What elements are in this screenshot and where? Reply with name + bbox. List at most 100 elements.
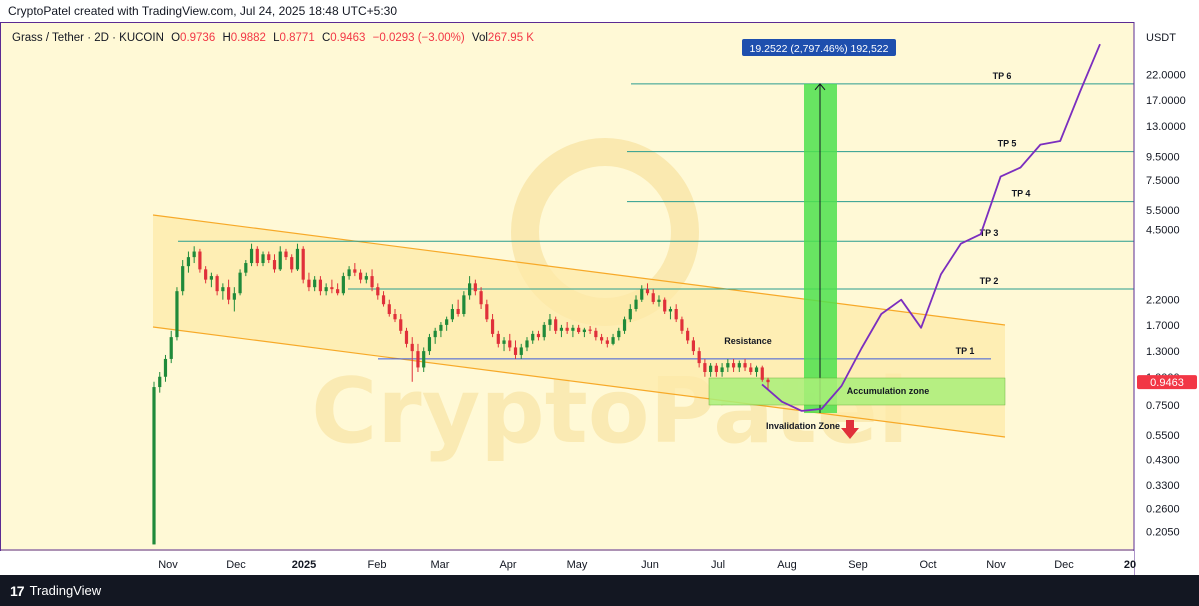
candle-body — [404, 330, 409, 344]
y-tick-label: 0.2600 — [1146, 503, 1180, 515]
x-tick-label: Jul — [711, 559, 725, 571]
candle-body — [720, 367, 724, 372]
x-tick-label: Dec — [1054, 559, 1074, 571]
candle-body — [158, 376, 162, 388]
tp-name-label: TP 3 — [980, 228, 999, 238]
candle-body — [307, 279, 311, 288]
candle-body — [588, 329, 592, 331]
projection-line — [761, 43, 1101, 412]
candle-body — [645, 289, 650, 294]
candle-body — [456, 308, 460, 315]
candle-body — [508, 340, 512, 348]
candle-body — [760, 367, 764, 380]
currency-label[interactable]: USDT — [1146, 32, 1176, 44]
open-value: 0.9736 — [180, 32, 216, 44]
candle-body — [577, 327, 581, 333]
x-tick-label: Nov — [158, 559, 178, 571]
symbol-name: Grass / Tether · 2D · KUCOIN — [12, 32, 164, 44]
x-tick-label: Oct — [919, 559, 936, 571]
vol-label: Vol — [471, 32, 488, 44]
candle-body — [215, 276, 219, 292]
candle-body — [542, 324, 546, 338]
accumulation-zone — [708, 377, 1006, 406]
candle-body — [353, 269, 357, 273]
candle-body — [232, 293, 236, 300]
candle-body — [749, 367, 753, 372]
candle-body — [376, 287, 380, 296]
candle-body — [548, 319, 552, 325]
candle-body — [272, 260, 277, 270]
tp-name-label: TP 4 — [1012, 189, 1031, 199]
candle-body — [249, 248, 254, 264]
current-price-label: 0.9463 — [1150, 377, 1184, 389]
low-label: L — [273, 32, 280, 44]
candle-body — [152, 387, 156, 545]
candle-body — [674, 308, 678, 320]
candle-body — [473, 283, 477, 292]
candle-body — [318, 279, 323, 292]
candle-body — [301, 248, 305, 280]
price-chart[interactable]: CryptoPatel TP 1TP 22.4527TP 34.0000TP 4… — [0, 22, 1199, 575]
candle-body — [324, 287, 328, 292]
candle-body — [766, 379, 770, 383]
candle-body — [347, 269, 351, 277]
price-axis-panel — [1134, 22, 1199, 575]
candle-body — [605, 340, 609, 344]
close-label: C — [321, 32, 331, 44]
projection-path — [761, 43, 1101, 412]
candle-body — [611, 337, 615, 344]
candle-body — [640, 289, 644, 300]
candle-body — [336, 289, 340, 294]
x-tick-label: 20 — [1124, 559, 1136, 571]
tp-name-label: TP 5 — [998, 139, 1017, 149]
candle-body — [680, 319, 684, 331]
y-tick-label: 7.5000 — [1146, 175, 1180, 187]
y-tick-label: 9.5000 — [1146, 152, 1180, 164]
author-line-text: CryptoPatel created with TradingView.com… — [8, 4, 397, 18]
zones: 19.2522 (2,797.46%) 192,522 Accumulation … — [708, 39, 1006, 439]
y-tick-label: 22.0000 — [1146, 70, 1186, 82]
y-tick-label: 0.3300 — [1146, 480, 1180, 492]
candle-body — [571, 327, 575, 331]
candle-body — [186, 257, 191, 267]
candles — [152, 243, 770, 545]
candle-body — [226, 287, 231, 300]
candle-body — [599, 337, 604, 341]
open-label: O — [171, 32, 181, 44]
x-tick-label: Sep — [848, 559, 868, 571]
candle-body — [519, 347, 523, 355]
candle-body — [422, 351, 426, 368]
candle-body — [410, 343, 414, 352]
footer-brand[interactable]: TradingView — [29, 583, 102, 598]
x-tick-label: Aug — [777, 559, 797, 571]
time-axis-panel — [0, 551, 1134, 575]
current-price-tag — [1137, 375, 1197, 390]
close-value: 0.9463 — [330, 32, 366, 44]
candle-body — [341, 276, 345, 294]
x-tick-label: Jun — [641, 559, 659, 571]
tradingview-logo-icon[interactable]: 17 — [10, 582, 25, 599]
candle-body — [163, 358, 168, 377]
candle-body — [381, 295, 386, 305]
candle-body — [490, 319, 495, 334]
candle-body — [743, 363, 747, 368]
x-tick-label: May — [567, 559, 588, 571]
candle-body — [731, 363, 736, 368]
candle-body — [290, 257, 294, 270]
candle-body — [427, 337, 432, 352]
y-tick-label: 0.4300 — [1146, 454, 1180, 466]
candle-body — [634, 299, 638, 309]
candle-body — [255, 248, 259, 264]
candle-body — [565, 327, 569, 331]
y-tick-label: 1.7000 — [1146, 320, 1180, 332]
candle-body — [244, 263, 248, 273]
time-axis: Nov Dec 2025 Feb Mar Apr May Jun Jul Aug Sep Oct Nov… — [0, 549, 1136, 575]
candle-body — [238, 272, 242, 294]
x-tick-label: Feb — [368, 559, 387, 571]
channel-upper-line — [152, 214, 1006, 326]
x-tick-label: 2025 — [292, 559, 316, 571]
candle-body — [468, 283, 472, 296]
candle-body — [284, 251, 288, 258]
x-tick-label: Dec — [226, 559, 246, 571]
candle-body — [536, 333, 541, 338]
